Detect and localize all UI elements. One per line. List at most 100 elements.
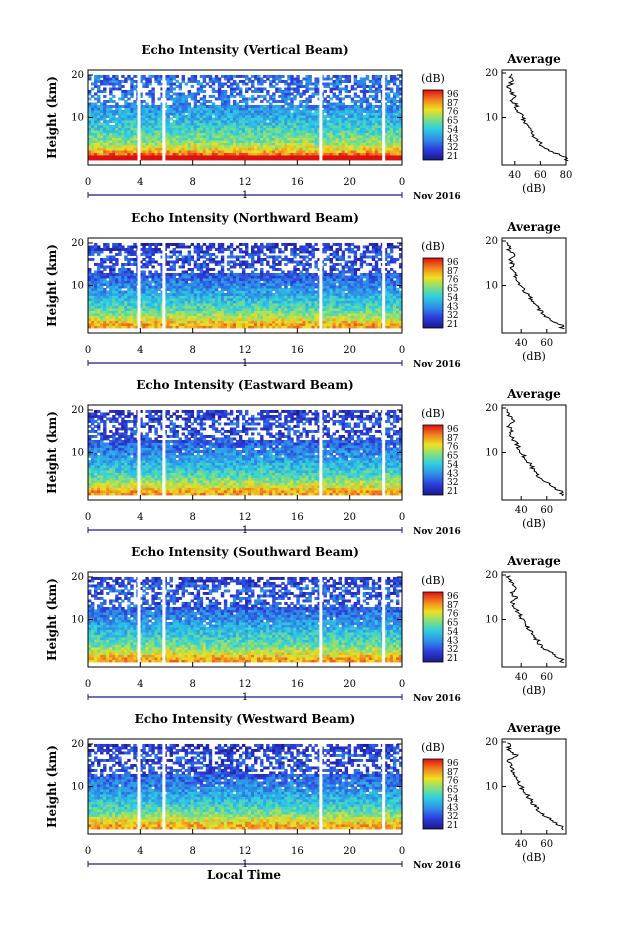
heatmap-cell	[112, 119, 116, 123]
heatmap-cell	[266, 107, 270, 111]
heatmap-cell	[91, 122, 95, 126]
heatmap-cell	[281, 305, 285, 309]
heatmap-cell	[202, 117, 207, 121]
heatmap-cell	[398, 307, 403, 311]
heatmap-cell	[208, 132, 213, 136]
heatmap-cell	[118, 300, 122, 304]
heatmap-cell	[317, 132, 321, 136]
heatmap-cell	[235, 305, 240, 309]
heatmap-cell	[112, 149, 116, 153]
heatmap-cell	[356, 119, 361, 123]
heatmap-cell	[151, 144, 155, 148]
heatmap-cell	[308, 112, 312, 116]
heatmap-cell	[181, 129, 186, 133]
heatmap-cell	[290, 302, 294, 306]
heatmap-cell	[272, 94, 276, 98]
heatmap-cell	[269, 109, 273, 113]
heatmap-cell	[121, 315, 125, 319]
heatmap-cell	[124, 139, 128, 143]
heatmap-cell	[181, 114, 186, 118]
heatmap-cell	[139, 94, 143, 98]
heatmap-cell	[245, 134, 249, 138]
heatmap-cell	[145, 290, 149, 294]
heatmap-cell	[275, 307, 279, 311]
heatmap-cell	[260, 300, 264, 304]
heatmap-cell	[263, 157, 267, 161]
heatmap-cell	[281, 154, 285, 158]
heatmap-cell	[329, 89, 333, 93]
heatmap-cell	[103, 87, 107, 91]
heatmap-cell	[272, 117, 276, 121]
heatmap-cell	[350, 315, 355, 319]
heatmap-cell	[148, 137, 152, 141]
heatmap-cell	[178, 84, 182, 88]
heatmap-cell	[211, 109, 216, 113]
heatmap-cell	[353, 79, 358, 83]
heatmap-cell	[389, 297, 394, 301]
heatmap-cell	[353, 124, 358, 128]
heatmap-cell	[142, 134, 146, 138]
heatmap-cell	[127, 92, 131, 96]
heatmap-cell	[121, 84, 125, 88]
heatmap-cell	[112, 114, 116, 118]
heatmap-cell	[100, 137, 104, 141]
heatmap-cell	[257, 157, 261, 161]
heatmap-cell	[293, 302, 297, 306]
heatmap-cell	[374, 152, 379, 156]
heatmap-cell	[341, 292, 346, 296]
heatmap-cell	[326, 102, 330, 106]
heatmap-cell	[278, 137, 282, 141]
heatmap-cell	[127, 89, 131, 93]
heatmap-cell	[371, 292, 376, 296]
heatmap-cell	[178, 325, 182, 329]
heatmap-cell	[266, 137, 270, 141]
heatmap-cell	[245, 137, 249, 141]
heatmap-cell	[254, 127, 258, 131]
heatmap-cell	[130, 300, 134, 304]
heatmap-cell	[386, 290, 391, 294]
heatmap-cell	[395, 315, 400, 319]
heatmap-cell	[190, 77, 195, 81]
heatmap-cell	[202, 89, 207, 93]
heatmap-cell	[395, 139, 400, 143]
heatmap-cell	[157, 325, 161, 329]
heatmap-cell	[308, 122, 312, 126]
heatmap-cell	[196, 287, 201, 291]
heatmap-cell	[254, 122, 258, 126]
heatmap-cell	[169, 307, 173, 311]
heatmap-cell	[88, 300, 92, 304]
heatmap-cell	[374, 94, 379, 98]
heatmap-cell	[383, 79, 388, 83]
heatmap-cell	[217, 292, 222, 296]
heatmap-cell	[130, 89, 134, 93]
heatmap-cell	[145, 295, 149, 299]
heatmap-cell	[166, 310, 170, 314]
heatmap-cell	[238, 142, 243, 146]
heatmap-cell	[214, 290, 219, 294]
heatmap-cell	[214, 139, 219, 143]
heatmap-cell	[254, 137, 258, 141]
heatmap-cell	[395, 89, 400, 93]
heatmap-cell	[91, 320, 95, 324]
heatmap-cell	[251, 282, 255, 286]
heatmap-cell	[296, 129, 300, 133]
heatmap-cell	[115, 144, 119, 148]
heatmap-cell	[133, 320, 137, 324]
heatmap-cell	[251, 312, 255, 316]
heatmap-cell	[323, 122, 327, 126]
heatmap-cell	[112, 157, 116, 161]
heatmap-cell	[374, 89, 379, 93]
heatmap-cell	[347, 134, 352, 138]
heatmap-cell	[109, 300, 113, 304]
heatmap-cell	[260, 87, 264, 91]
heatmap-cell	[97, 300, 101, 304]
heatmap-cell	[148, 74, 152, 78]
heatmap-cell	[290, 117, 294, 121]
heatmap-cell	[238, 87, 243, 91]
heatmap-cell	[284, 99, 288, 103]
heatmap-cell	[278, 74, 282, 78]
heatmap-cell	[220, 97, 225, 101]
heatmap-cell	[278, 149, 282, 153]
heatmap-cell	[392, 305, 397, 309]
heatmap-cell	[223, 285, 228, 289]
